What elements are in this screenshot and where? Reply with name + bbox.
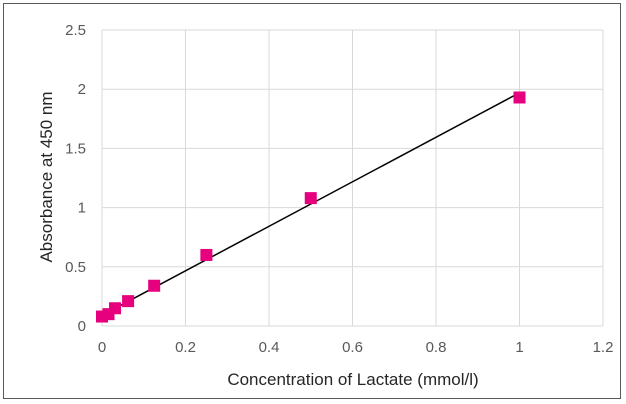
y-tick-label: 1 (78, 200, 86, 217)
y-tick-label: 0.5 (65, 259, 86, 276)
y-axis-title: Absorbance at 450 nm (37, 91, 56, 262)
y-tick-label: 2.5 (65, 22, 86, 39)
x-axis-title: Concentration of Lactate (mmol/l) (227, 370, 478, 389)
data-point (200, 248, 213, 261)
data-point (122, 295, 135, 308)
x-tick-label: 0.4 (259, 339, 280, 356)
x-tick-label: 0.6 (342, 339, 363, 356)
x-tick-label: 0.8 (426, 339, 447, 356)
x-tick-label: 0.2 (175, 339, 196, 356)
x-tick-label: 0 (98, 339, 106, 356)
data-point (109, 302, 122, 315)
y-tick-label: 0 (78, 318, 86, 335)
grid (101, 29, 604, 327)
x-tick-label: 1.2 (593, 339, 614, 356)
y-tick-label: 1.5 (65, 140, 86, 157)
data-point (304, 192, 317, 205)
data-point (513, 91, 526, 104)
data-point (148, 279, 161, 292)
y-tick-label: 2 (78, 81, 86, 98)
x-tick-labels: 0 0.2 0.4 0.6 0.8 1 1.2 (98, 339, 614, 356)
x-tick-label: 1 (515, 339, 523, 356)
data-points (96, 91, 526, 323)
y-tick-labels: 0 0.5 1 1.5 2 2.5 (65, 22, 86, 335)
